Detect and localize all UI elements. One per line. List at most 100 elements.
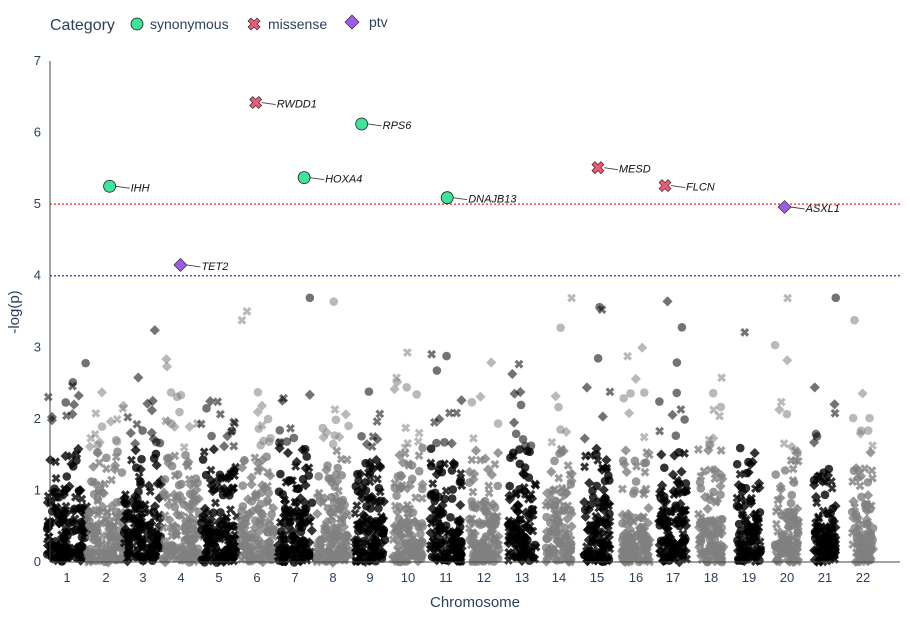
background-point [855,481,865,491]
background-point [542,512,551,522]
background-point [783,524,793,534]
x-tick-label: 12 [477,570,491,585]
y-tick-label: 2 [34,411,41,426]
background-point [580,462,590,472]
background-point [441,521,451,530]
background-point [782,409,792,419]
highlight-rwdd1[interactable]: RWDD1 [249,96,317,111]
annotation-leader [310,177,325,181]
highlight-marker [355,117,369,131]
background-point [679,448,689,458]
legend-item-ptv[interactable]: ptv [344,14,388,30]
highlight-ihh[interactable]: IHH [103,179,150,194]
background-point [70,504,79,514]
background-point [364,387,374,396]
background-point [602,463,612,473]
background-point [368,549,379,560]
background-point [202,403,211,413]
highlight-hoxa4[interactable]: HOXA4 [297,171,362,186]
background-point [471,543,482,554]
background-point [357,493,368,504]
background-point [619,393,629,403]
background-point [90,478,101,489]
background-point [335,549,345,559]
background-point [401,516,412,528]
background-point [188,543,198,553]
background-point [276,469,285,479]
annotation-label: MESD [619,164,651,176]
background-point [619,541,629,551]
legend-title: Category [50,17,115,34]
highlight-asxl1[interactable]: ASXL1 [777,200,840,216]
background-point [620,445,631,456]
highlight-tet2[interactable]: TET2 [173,258,228,273]
background-point [73,390,84,401]
background-point [716,402,726,412]
background-point [413,437,423,447]
highlight-mesd[interactable]: MESD [591,161,651,176]
background-point [92,548,102,558]
background-point [191,474,201,483]
background-point [856,541,865,551]
annotation-leader [115,185,130,189]
background-point [736,494,746,504]
background-point [777,511,787,520]
background-point [708,388,718,398]
background-point [456,395,467,406]
background-point [493,481,503,491]
highlight-flcn[interactable]: FLCN [658,179,715,194]
background-point [160,475,170,484]
highlight-marker [297,171,311,185]
background-point [128,513,139,524]
y-tick-label: 5 [34,196,41,211]
background-point [246,556,256,566]
background-point [621,534,632,545]
legend-item-synonymous[interactable]: synonymous [130,16,229,32]
x-tick-label: 15 [590,570,604,585]
background-point [850,315,859,325]
background-point [363,493,373,503]
background-point [323,545,334,556]
background-point [416,529,425,539]
background-point [432,438,441,448]
background-point [132,419,142,429]
background-point [812,498,822,508]
background-point [324,474,333,483]
background-point [466,516,477,528]
x-tick-label: 17 [666,570,680,585]
background-point [199,447,209,457]
background-point [134,472,144,482]
background-point [218,490,228,500]
background-point [417,493,427,503]
background-point [818,506,828,516]
background-point [251,516,260,525]
background-point [177,511,187,521]
background-point [204,541,213,551]
background-point [72,456,81,465]
background-point [361,486,371,495]
background-point [696,484,706,493]
background-point [155,438,165,448]
background-point [468,474,479,485]
background-point [440,438,449,447]
background-point [860,464,870,474]
background-point [253,387,263,397]
background-point [222,512,232,522]
background-point [111,452,121,462]
background-point [452,528,461,537]
background-point [60,527,70,537]
background-point [265,516,275,526]
legend-label-missense: missense [268,16,327,32]
background-point [707,541,717,551]
highlight-dnajb13[interactable]: DNAJB13 [440,191,517,206]
background-point [89,489,99,499]
highlight-rps6[interactable]: RPS6 [355,117,413,132]
background-point [642,448,652,458]
annotation-leader [603,167,618,171]
background-point [73,545,83,554]
background-point [554,402,563,412]
background-point [297,444,308,455]
background-point [603,519,612,529]
background-point [490,503,500,512]
legend-item-missense[interactable]: missense [247,16,327,32]
